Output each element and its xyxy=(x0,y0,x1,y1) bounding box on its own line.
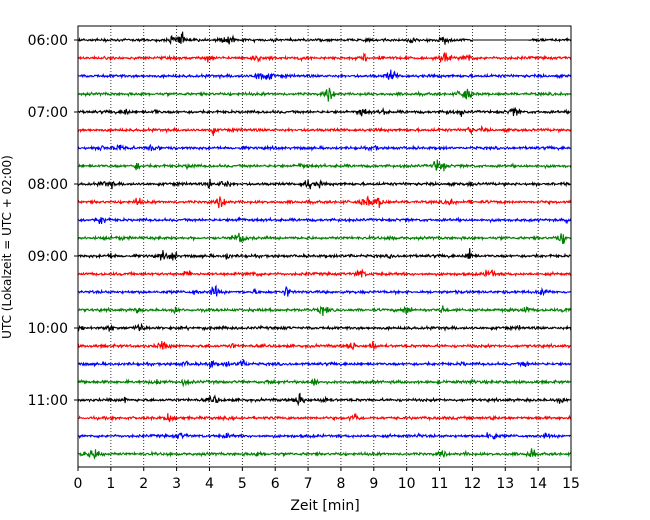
y-tick-label: 09:00 xyxy=(28,249,68,265)
x-axis-ticks: 0 1 2 3 4 5 6 7 8 9 10 11 12 13 14 15 xyxy=(74,467,580,492)
trace-line xyxy=(77,124,572,137)
trace-line xyxy=(77,431,571,440)
x-tick-label: 7 xyxy=(304,476,313,492)
trace-line xyxy=(77,69,572,81)
x-tick-label: 12 xyxy=(463,476,481,492)
x-tick-label: 13 xyxy=(496,476,514,492)
trace-line xyxy=(77,268,572,278)
x-tick-label: 8 xyxy=(336,476,345,492)
trace-line xyxy=(77,194,572,209)
trace-line xyxy=(77,412,572,423)
y-tick-label: 07:00 xyxy=(28,105,68,121)
x-tick-label: 5 xyxy=(238,476,247,492)
y-tick-label: 08:00 xyxy=(28,177,68,193)
trace-line xyxy=(77,159,572,172)
trace-line xyxy=(77,284,572,297)
trace-line xyxy=(77,31,572,46)
trace-line xyxy=(77,340,572,352)
plot-frame xyxy=(77,25,572,468)
y-tick-label: 11:00 xyxy=(28,393,68,409)
trace-line xyxy=(77,305,572,317)
x-tick-label: 1 xyxy=(106,476,115,492)
trace-line xyxy=(77,106,572,117)
x-tick-label: 3 xyxy=(172,476,181,492)
trace-line xyxy=(77,448,572,460)
y-tick-label: 10:00 xyxy=(28,321,68,337)
x-tick-label: 10 xyxy=(398,476,416,492)
trace-line xyxy=(77,87,572,102)
trace-line xyxy=(77,52,572,63)
trace-line xyxy=(77,248,572,261)
trace-line xyxy=(77,358,572,370)
x-tick-label: 2 xyxy=(139,476,148,492)
trace-line xyxy=(77,178,572,190)
x-tick-label: 14 xyxy=(529,476,547,492)
seismic-traces xyxy=(77,31,572,460)
x-tick-label: 6 xyxy=(271,476,280,492)
x-axis-label: Zeit [min] xyxy=(290,498,359,514)
trace-line xyxy=(77,143,572,152)
y-tick-label: 06:00 xyxy=(28,33,68,49)
x-tick-label: 11 xyxy=(431,476,449,492)
x-tick-label: 0 xyxy=(74,476,83,492)
x-tick-label: 9 xyxy=(369,476,378,492)
trace-line xyxy=(77,232,572,245)
y-axis-ticks: 06:00 07:00 08:00 09:00 10:00 11:00 xyxy=(28,33,78,409)
x-tick-label: 15 xyxy=(562,476,580,492)
trace-line xyxy=(77,392,572,407)
trace-line xyxy=(77,322,572,332)
y-axis-label: UTC (Lokalzeit = UTC + 02:00) xyxy=(0,155,14,339)
x-tick-label: 4 xyxy=(205,476,214,492)
trace-line xyxy=(77,216,572,225)
trace-line xyxy=(77,378,572,388)
